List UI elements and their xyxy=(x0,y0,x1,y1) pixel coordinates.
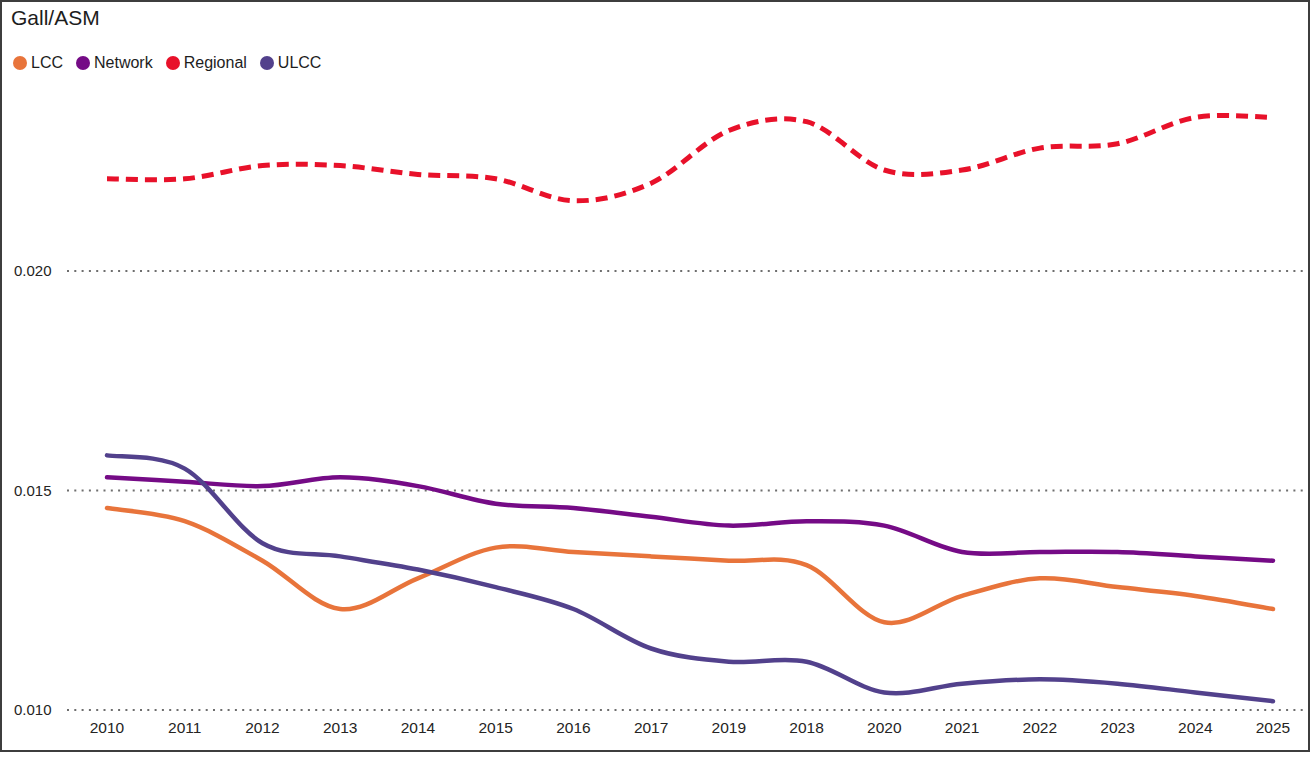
x-axis-label: 2013 xyxy=(307,719,373,737)
series-line-lcc[interactable] xyxy=(107,508,1273,623)
x-axis-label: 2018 xyxy=(774,719,840,737)
legend-item-lcc[interactable]: LCC xyxy=(13,54,63,72)
legend-item-ulcc[interactable]: ULCC xyxy=(260,54,322,72)
y-axis-label: 0.020 xyxy=(14,262,62,279)
x-axis-label: 2024 xyxy=(1162,719,1228,737)
legend-item-regional[interactable]: Regional xyxy=(166,54,247,72)
y-axis-label: 0.010 xyxy=(14,701,62,718)
line-chart-plot-area xyxy=(0,0,1316,761)
series-line-regional[interactable] xyxy=(107,115,1273,200)
legend-item-network[interactable]: Network xyxy=(76,54,153,72)
legend: LCC Network Regional ULCC xyxy=(13,54,321,72)
x-axis-label: 2012 xyxy=(229,719,295,737)
x-axis-label: 2014 xyxy=(385,719,451,737)
x-axis-label: 2019 xyxy=(696,719,762,737)
legend-dot-icon xyxy=(166,56,180,70)
x-axis-label: 2023 xyxy=(1085,719,1151,737)
gridlines xyxy=(67,271,1305,710)
legend-label: Regional xyxy=(184,54,247,72)
x-axis-label: 2020 xyxy=(851,719,917,737)
x-axis-label: 2017 xyxy=(618,719,684,737)
x-axis-label: 2016 xyxy=(540,719,606,737)
legend-dot-icon xyxy=(260,56,274,70)
chart-canvas: Gall/ASM LCC Network Regional ULCC 0.010 0.0… xyxy=(0,0,1316,761)
x-axis-label: 2015 xyxy=(463,719,529,737)
legend-label: Network xyxy=(94,54,153,72)
chart-title: Gall/ASM xyxy=(11,6,100,30)
legend-dot-icon xyxy=(13,56,27,70)
series-line-ulcc[interactable] xyxy=(107,455,1273,701)
y-axis-label: 0.015 xyxy=(14,482,62,499)
legend-dot-icon xyxy=(76,56,90,70)
x-axis-label: 2011 xyxy=(152,719,218,737)
x-axis-label: 2010 xyxy=(74,719,140,737)
x-axis-label: 2022 xyxy=(1007,719,1073,737)
x-axis-label: 2021 xyxy=(929,719,995,737)
x-axis-label: 2025 xyxy=(1240,719,1306,737)
legend-label: LCC xyxy=(31,54,63,72)
legend-label: ULCC xyxy=(278,54,322,72)
